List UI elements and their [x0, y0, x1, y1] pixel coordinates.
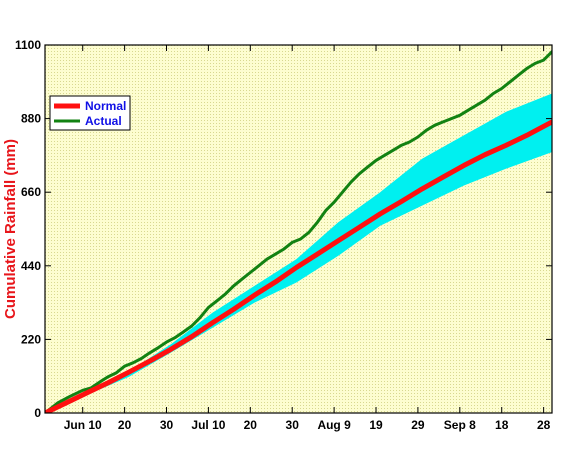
x-tick-label: 30 [286, 418, 300, 432]
series-line-actual [45, 50, 552, 413]
y-tick-label: 1100 [15, 38, 41, 52]
x-tick-label: Aug 9 [317, 418, 351, 432]
series-line-normal [45, 119, 552, 413]
x-tick-label: 20 [244, 418, 258, 432]
x-tick-label: 18 [495, 418, 509, 432]
y-tick-label: 0 [34, 406, 41, 420]
x-tick-label: 30 [160, 418, 174, 432]
x-tick-label: 28 [537, 418, 551, 432]
y-tick-label: 440 [21, 259, 41, 273]
normal-range-band [45, 93, 552, 413]
x-tick-label: Sep 8 [444, 418, 476, 432]
legend-label-normal: Normal [85, 99, 126, 113]
legend: Normal Actual [49, 95, 131, 131]
legend-label-actual: Actual [85, 114, 122, 128]
y-tick-label: 220 [21, 332, 41, 346]
x-tick-label: 20 [118, 418, 132, 432]
y-axis-label: Cumulative Rainfall (mm) [2, 139, 19, 319]
legend-box [49, 95, 131, 131]
plot-frame [44, 44, 553, 414]
x-tick-label: Jul 10 [191, 418, 225, 432]
x-tick-label: 19 [369, 418, 383, 432]
x-tick-label: 29 [411, 418, 425, 432]
x-tick-label: Jun 10 [64, 418, 102, 432]
y-tick-label: 660 [21, 185, 41, 199]
y-tick-label: 880 [21, 112, 41, 126]
